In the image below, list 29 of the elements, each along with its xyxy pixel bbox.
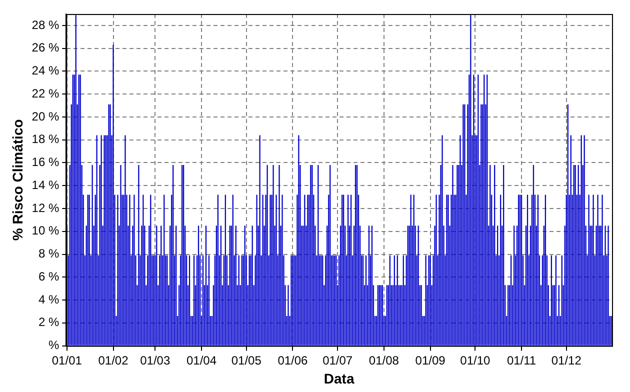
x-tick-label: 01/06 bbox=[278, 353, 308, 368]
x-tick-label: 01/08 bbox=[368, 353, 400, 368]
y-tick-label: 28 % bbox=[32, 18, 60, 32]
x-tick-label: 01/10 bbox=[460, 353, 491, 368]
y-tick-label: 4 % bbox=[38, 292, 60, 306]
y-tick-label: 26 % bbox=[32, 40, 60, 55]
x-tick-label: 01/03 bbox=[140, 353, 170, 368]
x-tick-label: 01/09 bbox=[415, 353, 446, 368]
x-axis-title: Data bbox=[324, 370, 354, 386]
y-tick-label: 22 % bbox=[32, 86, 60, 100]
y-axis-title: % Risco Climático bbox=[9, 119, 26, 241]
y-tick-label: 18 % bbox=[32, 132, 60, 146]
x-tick-label: 01/07 bbox=[322, 353, 353, 368]
y-tick-label: 8 % bbox=[38, 246, 60, 261]
x-tick-label: 01/04 bbox=[186, 353, 217, 368]
y-tick-label: % bbox=[48, 338, 60, 352]
x-tick-label: 01/01 bbox=[52, 353, 82, 368]
y-tick-label: 10 % bbox=[32, 224, 60, 238]
y-tick-label: 16 % bbox=[32, 155, 60, 170]
y-tick-label: 6 % bbox=[38, 269, 60, 284]
y-tick-label: 24 % bbox=[32, 64, 60, 78]
x-tick-label: 01/11 bbox=[506, 353, 536, 368]
y-tick-label: 2 % bbox=[38, 315, 60, 330]
y-tick-label: 20 % bbox=[32, 109, 60, 124]
x-tick-label: 01/12 bbox=[551, 353, 582, 368]
y-tick-label: 14 % bbox=[32, 178, 60, 192]
x-tick-label: 01/02 bbox=[98, 353, 129, 368]
x-tick-label: 01/05 bbox=[231, 353, 262, 368]
y-tick-label: 12 % bbox=[32, 200, 60, 215]
